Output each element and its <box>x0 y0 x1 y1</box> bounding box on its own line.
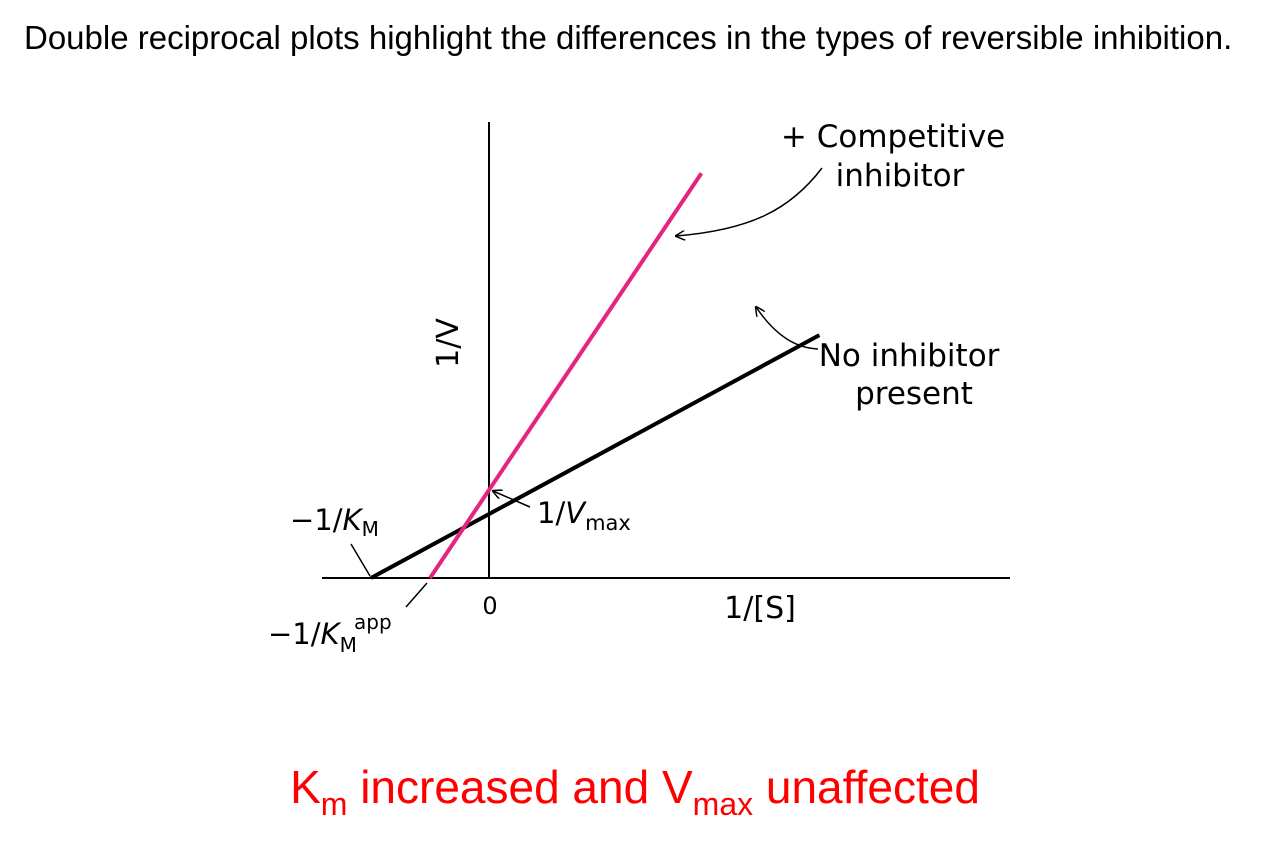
conclusion-statement: Km increased and Vmax unaffected <box>0 760 1270 822</box>
y-axis-label: 1/V <box>431 318 466 368</box>
conclusion-middle-text: increased and V <box>347 761 693 813</box>
origin-label: 0 <box>482 592 497 620</box>
conclusion-end-text: unaffected <box>753 761 980 813</box>
neg-inv-km-app-superscript: app <box>354 610 392 634</box>
km-subscript: m <box>320 786 348 822</box>
slide-heading: Double reciprocal plots highlight the di… <box>24 19 1233 56</box>
km-symbol: K <box>290 761 321 813</box>
neg-inv-km-app-label: −1/KM <box>268 617 357 657</box>
vmax-subscript: max <box>692 786 754 822</box>
km-leader-line <box>350 543 371 577</box>
competitive-inhibitor-line <box>428 172 704 580</box>
competitive-inhibitor-label: + Competitive inhibitor <box>781 119 1015 194</box>
neg-inv-km-label: −1/KM <box>290 503 379 541</box>
no-inhibitor-label: No inhibitor present <box>819 338 1010 412</box>
x-axis-label: 1/[S] <box>724 591 796 626</box>
km-app-leader-line <box>405 582 428 608</box>
inv-vmax-label: 1/Vmax <box>537 496 631 535</box>
no-inhibitor-label-arrow <box>756 307 819 350</box>
competitive-label-arrow <box>676 167 823 236</box>
no-inhibitor-line <box>370 333 821 580</box>
vmax-intercept-arrow <box>493 491 531 508</box>
